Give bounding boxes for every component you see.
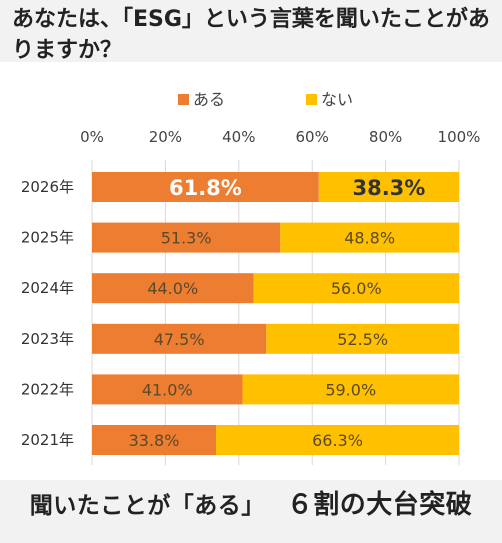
x-tick-label: 40% xyxy=(222,128,255,146)
data-label: 66.3% xyxy=(312,431,363,450)
data-label: 56.0% xyxy=(331,279,382,298)
data-label: 48.8% xyxy=(344,229,395,248)
bar-segment xyxy=(266,323,459,354)
plot-background xyxy=(0,62,502,480)
y-tick-labels: 2026年 2025年 2024年 2023年 2022年 2021年 xyxy=(21,178,74,449)
footer-headline-text: ６割の大台突破 xyxy=(286,490,473,520)
bar-segment xyxy=(242,374,459,405)
y-tick-label: 2021年 xyxy=(21,431,74,449)
y-tick-label: 2026年 xyxy=(21,178,74,196)
y-tick-label: 2022年 xyxy=(21,380,74,398)
bar-segment xyxy=(253,273,459,304)
data-label: 61.8% xyxy=(169,176,242,200)
bar-segment xyxy=(92,273,254,304)
chart-title: あなたは、「ESG」という言葉を聞いたことがありますか？ xyxy=(12,7,490,63)
x-tick-label: 0% xyxy=(80,128,104,146)
data-label: 52.5% xyxy=(337,330,388,349)
footer-headline: 聞いたことが「ある」 ６割の大台突破 xyxy=(0,484,502,521)
legend-label: ある xyxy=(193,90,225,109)
bar-segment xyxy=(92,374,243,405)
x-tick-labels: 0% 20% 40% 60% 80% 100% xyxy=(80,128,480,146)
y-tick-label: 2025年 xyxy=(21,229,74,247)
data-label: 41.0% xyxy=(142,380,193,399)
legend: ある ない xyxy=(178,90,353,109)
legend-label: ない xyxy=(321,90,353,109)
x-tick-label: 80% xyxy=(369,128,402,146)
bar-segment xyxy=(92,425,217,455)
bar-segment xyxy=(92,222,281,253)
legend-swatch xyxy=(306,94,317,105)
x-tick-label: 100% xyxy=(438,128,481,146)
data-label: 47.5% xyxy=(154,330,205,349)
bar-segment xyxy=(318,172,459,202)
data-labels: 61.8% 38.3% 51.3% 48.8% 44.0% 56.0% 47.5% 52.5%… xyxy=(129,176,426,450)
gridlines xyxy=(91,160,460,465)
bar-segment xyxy=(92,323,267,354)
bar-segment xyxy=(216,425,459,455)
y-tick-label: 2023年 xyxy=(21,330,74,348)
y-tick-label: 2024年 xyxy=(21,279,74,297)
data-label: 44.0% xyxy=(147,279,198,298)
x-tick-label: 60% xyxy=(296,128,329,146)
legend-box xyxy=(88,86,446,112)
data-label: 51.3% xyxy=(161,229,212,248)
data-label: 38.3% xyxy=(352,176,425,200)
footer-lead: 聞いたことが「ある」 xyxy=(29,493,265,519)
data-label: 59.0% xyxy=(325,380,376,399)
bars xyxy=(92,172,459,455)
legend-swatch xyxy=(178,94,189,105)
bar-segment xyxy=(92,172,319,202)
x-tick-label: 20% xyxy=(149,128,182,146)
data-label: 33.8% xyxy=(129,431,180,450)
stacked-bar-chart: 61.8% 38.3% 51.3% 48.8% 44.0% 56.0% 47.5% 52.5%… xyxy=(0,62,502,480)
bar-segment xyxy=(280,222,459,253)
